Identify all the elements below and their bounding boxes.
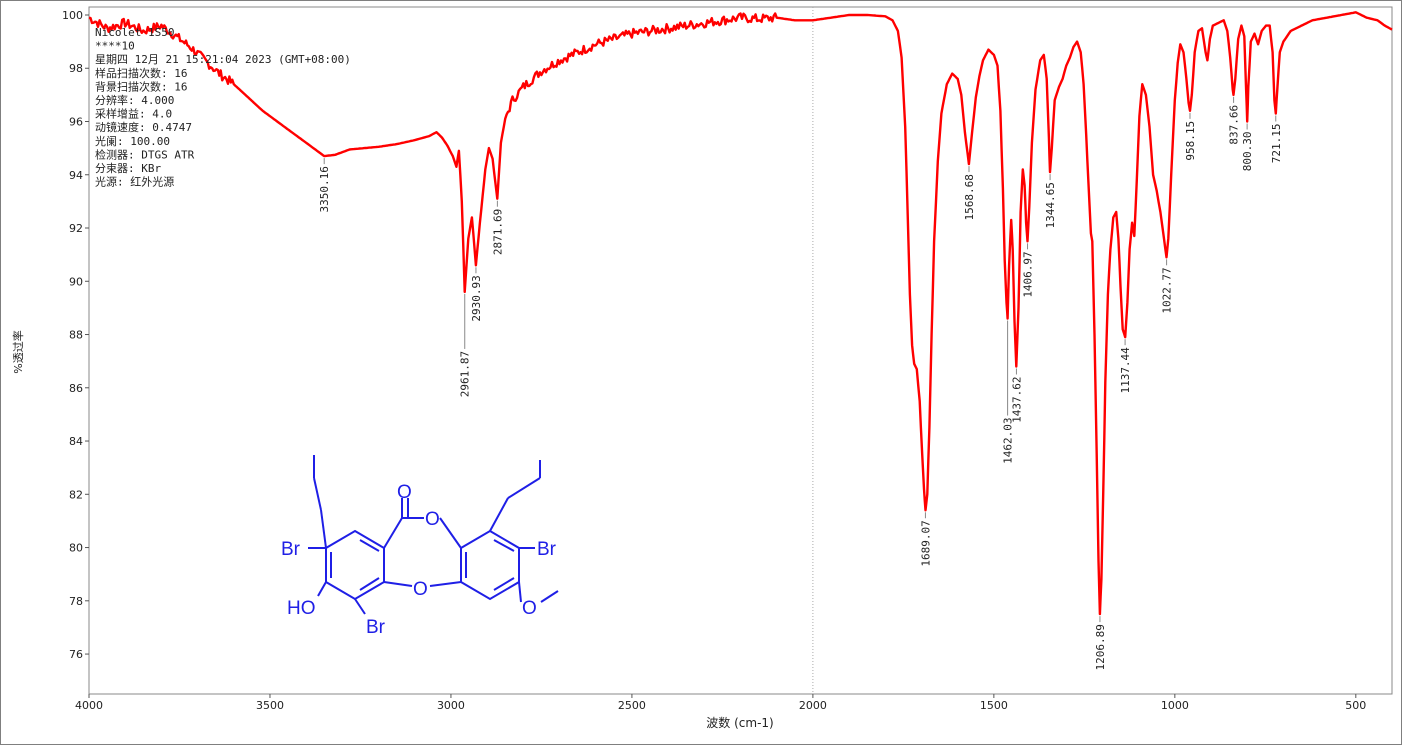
x-tick-label: 1000: [1161, 699, 1189, 712]
peak-label: 1689.07: [919, 520, 932, 566]
info-line: 动镜速度: 0.4747: [95, 120, 192, 134]
peak-label: 800.30: [1241, 132, 1254, 172]
y-tick-label: 82: [69, 488, 83, 501]
info-line: 背景扫描次数: 16: [95, 79, 188, 93]
info-line: 光阑: 100.00: [95, 134, 170, 148]
info-line: ****10: [95, 40, 135, 53]
left-propyl-1: [320, 509, 327, 549]
peak-label: 1344.65: [1044, 182, 1057, 228]
peak-labels-group: 3350.16 2961.87 2930.93 2871.69 1689.07 1568.…: [318, 96, 1283, 670]
methoxy-bond-2: [540, 590, 559, 603]
y-tick-label: 76: [69, 648, 83, 661]
peak-label: 1206.89: [1094, 624, 1107, 670]
ester-bond-2: [439, 517, 462, 549]
spectrum-line: [88, 11, 1393, 616]
peak-label: 1022.77: [1161, 267, 1174, 313]
left-propyl-2: [313, 477, 322, 511]
y-tick-label: 78: [69, 595, 83, 608]
info-line: 样品扫描次数: 16: [95, 66, 188, 80]
peak-label: 1462.03: [1002, 418, 1015, 464]
info-line: 检测器: DTGS ATR: [95, 147, 195, 161]
y-tick-label: 86: [69, 382, 83, 395]
x-tick-label: 3000: [437, 699, 465, 712]
left-ring-double-bond-2: [359, 577, 380, 591]
methoxy-bond-1: [518, 581, 522, 603]
y-tick-label: 92: [69, 222, 83, 235]
peak-label: 1406.97: [1022, 251, 1035, 297]
ester-oxygen-label: O: [425, 509, 440, 530]
molecule-labels: O O O Br Br Br HO O: [281, 482, 557, 638]
methoxy-oxygen-label: O: [522, 598, 537, 619]
info-line: 采样增益: 4.0: [95, 107, 172, 121]
br-upper-right-label: Br: [537, 539, 557, 560]
hydroxyl-bond: [317, 581, 327, 597]
molecule-structure: [308, 455, 559, 615]
info-line: Nicolet 1S50: [95, 26, 174, 39]
y-tick-label: 94: [69, 169, 83, 182]
hydroxyl-label: HO: [287, 598, 316, 619]
carbonyl-bond-left: [383, 517, 403, 549]
y-tick-label: 100: [62, 9, 83, 22]
y-tick-label: 90: [69, 275, 83, 288]
peak-label: 1437.62: [1010, 376, 1023, 422]
peak-label: 2871.69: [491, 209, 504, 255]
y-tick-label: 84: [69, 435, 83, 448]
peak-label: 837.66: [1228, 105, 1241, 145]
y-tick-label: 96: [69, 116, 83, 129]
x-tick-label: 1500: [980, 699, 1008, 712]
peak-label: 1137.44: [1119, 347, 1132, 394]
info-line: 分束器: KBr: [95, 162, 161, 175]
peak-label: 2961.87: [459, 351, 472, 397]
ether-bond-1: [383, 581, 413, 587]
carbonyl-oxygen-label: O: [397, 482, 412, 503]
right-ring-double-bond-1: [493, 539, 515, 552]
peak-label: 3350.16: [318, 166, 331, 212]
right-benzene-ring: [460, 529, 520, 601]
ether-bond-2: [429, 581, 462, 587]
ether-oxygen-label: O: [413, 579, 428, 600]
br-upper-left-label: Br: [281, 539, 301, 560]
peak-label: 958.15: [1184, 121, 1197, 161]
right-propyl-2: [507, 477, 541, 499]
right-ring-double-bond-2: [493, 577, 515, 591]
plot-area: [88, 6, 1393, 695]
peak-label: 721.15: [1270, 124, 1283, 164]
y-tick-label: 98: [69, 62, 83, 75]
x-tick-label: 4000: [75, 699, 103, 712]
axes: 4000 3500 3000 2500 2000 1500 1000 500 76 78 80 82 8…: [62, 9, 1366, 712]
y-axis-label: %透过率: [11, 330, 25, 373]
left-benzene-ring: [325, 529, 385, 601]
x-tick-label: 2500: [618, 699, 646, 712]
left-ring-double-bond-1: [359, 539, 380, 552]
info-line: 分辨率: 4.000: [95, 93, 174, 107]
br-lower-label: Br: [366, 617, 386, 638]
x-tick-label: 2000: [799, 699, 827, 712]
y-tick-label: 88: [69, 329, 83, 342]
peak-label: 2930.93: [470, 275, 483, 321]
info-line: 光源: 红外光源: [95, 175, 174, 189]
x-tick-label: 3500: [256, 699, 284, 712]
y-tick-label: 80: [69, 542, 83, 555]
lower-br-bond: [354, 598, 366, 615]
spectrum-group: [88, 11, 1393, 616]
info-line: 星期四 12月 21 15:21:04 2023 (GMT+08:00): [95, 53, 351, 66]
peak-label: 1568.68: [963, 174, 976, 220]
x-tick-label: 500: [1345, 699, 1366, 712]
right-propyl-1: [489, 497, 509, 532]
x-axis-label: 波数 (cm-1): [706, 715, 773, 730]
